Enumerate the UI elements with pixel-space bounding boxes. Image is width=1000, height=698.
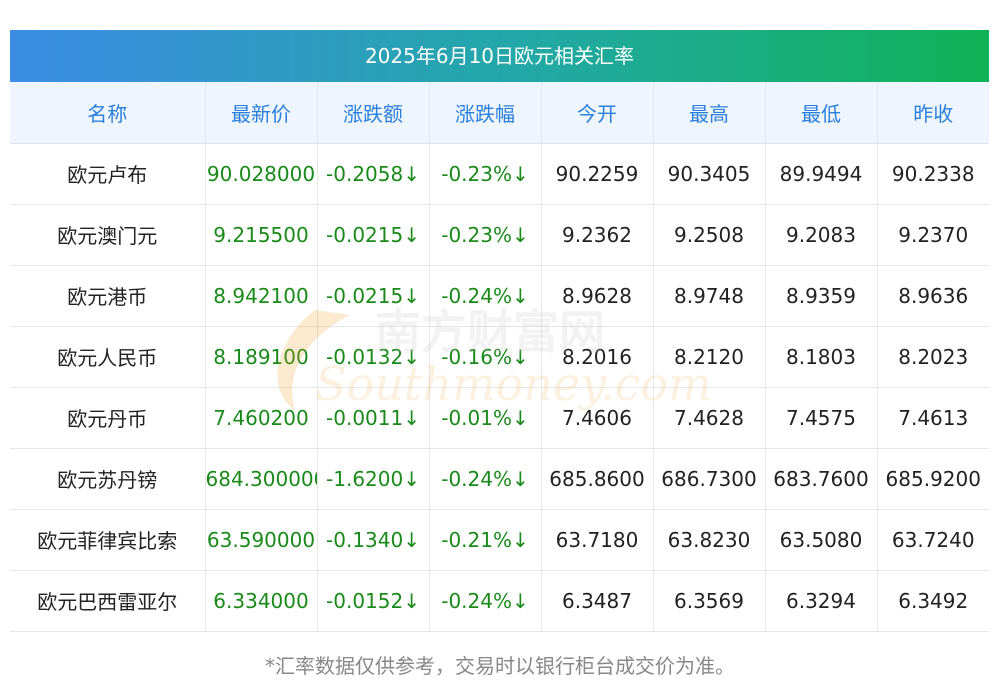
cell-prev-close: 8.2023: [877, 326, 989, 388]
cell-high: 8.9748: [653, 265, 766, 327]
cell-low: 7.4575: [765, 387, 878, 449]
header-open: 今开: [541, 82, 654, 144]
cell-change-amount: -0.1340↓: [317, 509, 430, 571]
cell-name: 欧元澳门元: [10, 204, 206, 266]
cell-change-percent: -0.23%↓: [429, 143, 542, 205]
cell-change-percent: -0.24%↓: [429, 448, 542, 510]
cell-high: 90.3405: [653, 143, 766, 205]
table-row: 欧元卢布 90.028000 -0.2058↓ -0.23%↓ 90.2259 …: [10, 143, 989, 205]
cell-low: 89.9494: [765, 143, 878, 205]
cell-low: 8.1803: [765, 326, 878, 388]
cell-change-amount: -0.0215↓: [317, 204, 430, 266]
cell-change-amount: -0.0152↓: [317, 570, 430, 632]
cell-open: 90.2259: [541, 143, 654, 205]
table-row: 欧元澳门元 9.215500 -0.0215↓ -0.23%↓ 9.2362 9…: [10, 204, 989, 266]
cell-prev-close: 9.2370: [877, 204, 989, 266]
table-row: 欧元港币 8.942100 -0.0215↓ -0.24%↓ 8.9628 8.…: [10, 265, 989, 327]
header-latest-price: 最新价: [205, 82, 318, 144]
table-row: 欧元人民币 8.189100 -0.0132↓ -0.16%↓ 8.2016 8…: [10, 326, 989, 388]
cell-low: 683.7600: [765, 448, 878, 510]
cell-open: 8.2016: [541, 326, 654, 388]
cell-change-amount: -0.0011↓: [317, 387, 430, 449]
header-change-amount: 涨跌额: [317, 82, 430, 144]
cell-latest-price: 7.460200: [205, 387, 318, 449]
cell-open: 63.7180: [541, 509, 654, 571]
cell-open: 8.9628: [541, 265, 654, 327]
table-header-row: 名称 最新价 涨跌额 涨跌幅 今开 最高 最低 昨收: [10, 82, 989, 144]
cell-change-percent: -0.01%↓: [429, 387, 542, 449]
cell-prev-close: 8.9636: [877, 265, 989, 327]
cell-change-amount: -0.0215↓: [317, 265, 430, 327]
cell-name: 欧元丹币: [10, 387, 206, 449]
table-title: 2025年6月10日欧元相关汇率: [10, 30, 989, 82]
cell-change-amount: -0.2058↓: [317, 143, 430, 205]
cell-change-percent: -0.21%↓: [429, 509, 542, 571]
cell-change-amount: -1.6200↓: [317, 448, 430, 510]
cell-low: 8.9359: [765, 265, 878, 327]
footnote: *汇率数据仅供参考，交易时以银行柜台成交价为准。: [265, 654, 735, 678]
header-prev-close: 昨收: [877, 82, 989, 144]
cell-latest-price: 63.590000: [205, 509, 318, 571]
table-row: 欧元菲律宾比索 63.590000 -0.1340↓ -0.21%↓ 63.71…: [10, 509, 989, 571]
cell-latest-price: 684.300000: [205, 448, 318, 510]
cell-open: 7.4606: [541, 387, 654, 449]
cell-low: 9.2083: [765, 204, 878, 266]
cell-prev-close: 7.4613: [877, 387, 989, 449]
cell-high: 9.2508: [653, 204, 766, 266]
cell-latest-price: 90.028000: [205, 143, 318, 205]
header-change-percent: 涨跌幅: [429, 82, 542, 144]
cell-change-percent: -0.23%↓: [429, 204, 542, 266]
cell-latest-price: 9.215500: [205, 204, 318, 266]
cell-change-percent: -0.16%↓: [429, 326, 542, 388]
header-high: 最高: [653, 82, 766, 144]
cell-change-percent: -0.24%↓: [429, 265, 542, 327]
table-row: 欧元苏丹镑 684.300000 -1.6200↓ -0.24%↓ 685.86…: [10, 448, 989, 510]
cell-low: 6.3294: [765, 570, 878, 632]
cell-name: 欧元人民币: [10, 326, 206, 388]
exchange-rate-table: 名称 最新价 涨跌额 涨跌幅 今开 最高 最低 昨收 欧元卢布 90.02800…: [10, 82, 989, 632]
cell-latest-price: 8.189100: [205, 326, 318, 388]
cell-name: 欧元菲律宾比索: [10, 509, 206, 571]
cell-open: 9.2362: [541, 204, 654, 266]
header-low: 最低: [765, 82, 878, 144]
cell-open: 6.3487: [541, 570, 654, 632]
table-row: 欧元巴西雷亚尔 6.334000 -0.0152↓ -0.24%↓ 6.3487…: [10, 570, 989, 632]
cell-high: 686.7300: [653, 448, 766, 510]
table-row: 欧元丹币 7.460200 -0.0011↓ -0.01%↓ 7.4606 7.…: [10, 387, 989, 449]
cell-prev-close: 90.2338: [877, 143, 989, 205]
cell-prev-close: 6.3492: [877, 570, 989, 632]
header-name: 名称: [10, 82, 206, 144]
cell-latest-price: 6.334000: [205, 570, 318, 632]
cell-high: 63.8230: [653, 509, 766, 571]
cell-change-percent: -0.24%↓: [429, 570, 542, 632]
cell-prev-close: 685.9200: [877, 448, 989, 510]
cell-low: 63.5080: [765, 509, 878, 571]
cell-name: 欧元卢布: [10, 143, 206, 205]
cell-prev-close: 63.7240: [877, 509, 989, 571]
cell-high: 8.2120: [653, 326, 766, 388]
cell-name: 欧元苏丹镑: [10, 448, 206, 510]
cell-latest-price: 8.942100: [205, 265, 318, 327]
cell-high: 7.4628: [653, 387, 766, 449]
cell-open: 685.8600: [541, 448, 654, 510]
cell-high: 6.3569: [653, 570, 766, 632]
cell-change-amount: -0.0132↓: [317, 326, 430, 388]
cell-name: 欧元港币: [10, 265, 206, 327]
cell-name: 欧元巴西雷亚尔: [10, 570, 206, 632]
